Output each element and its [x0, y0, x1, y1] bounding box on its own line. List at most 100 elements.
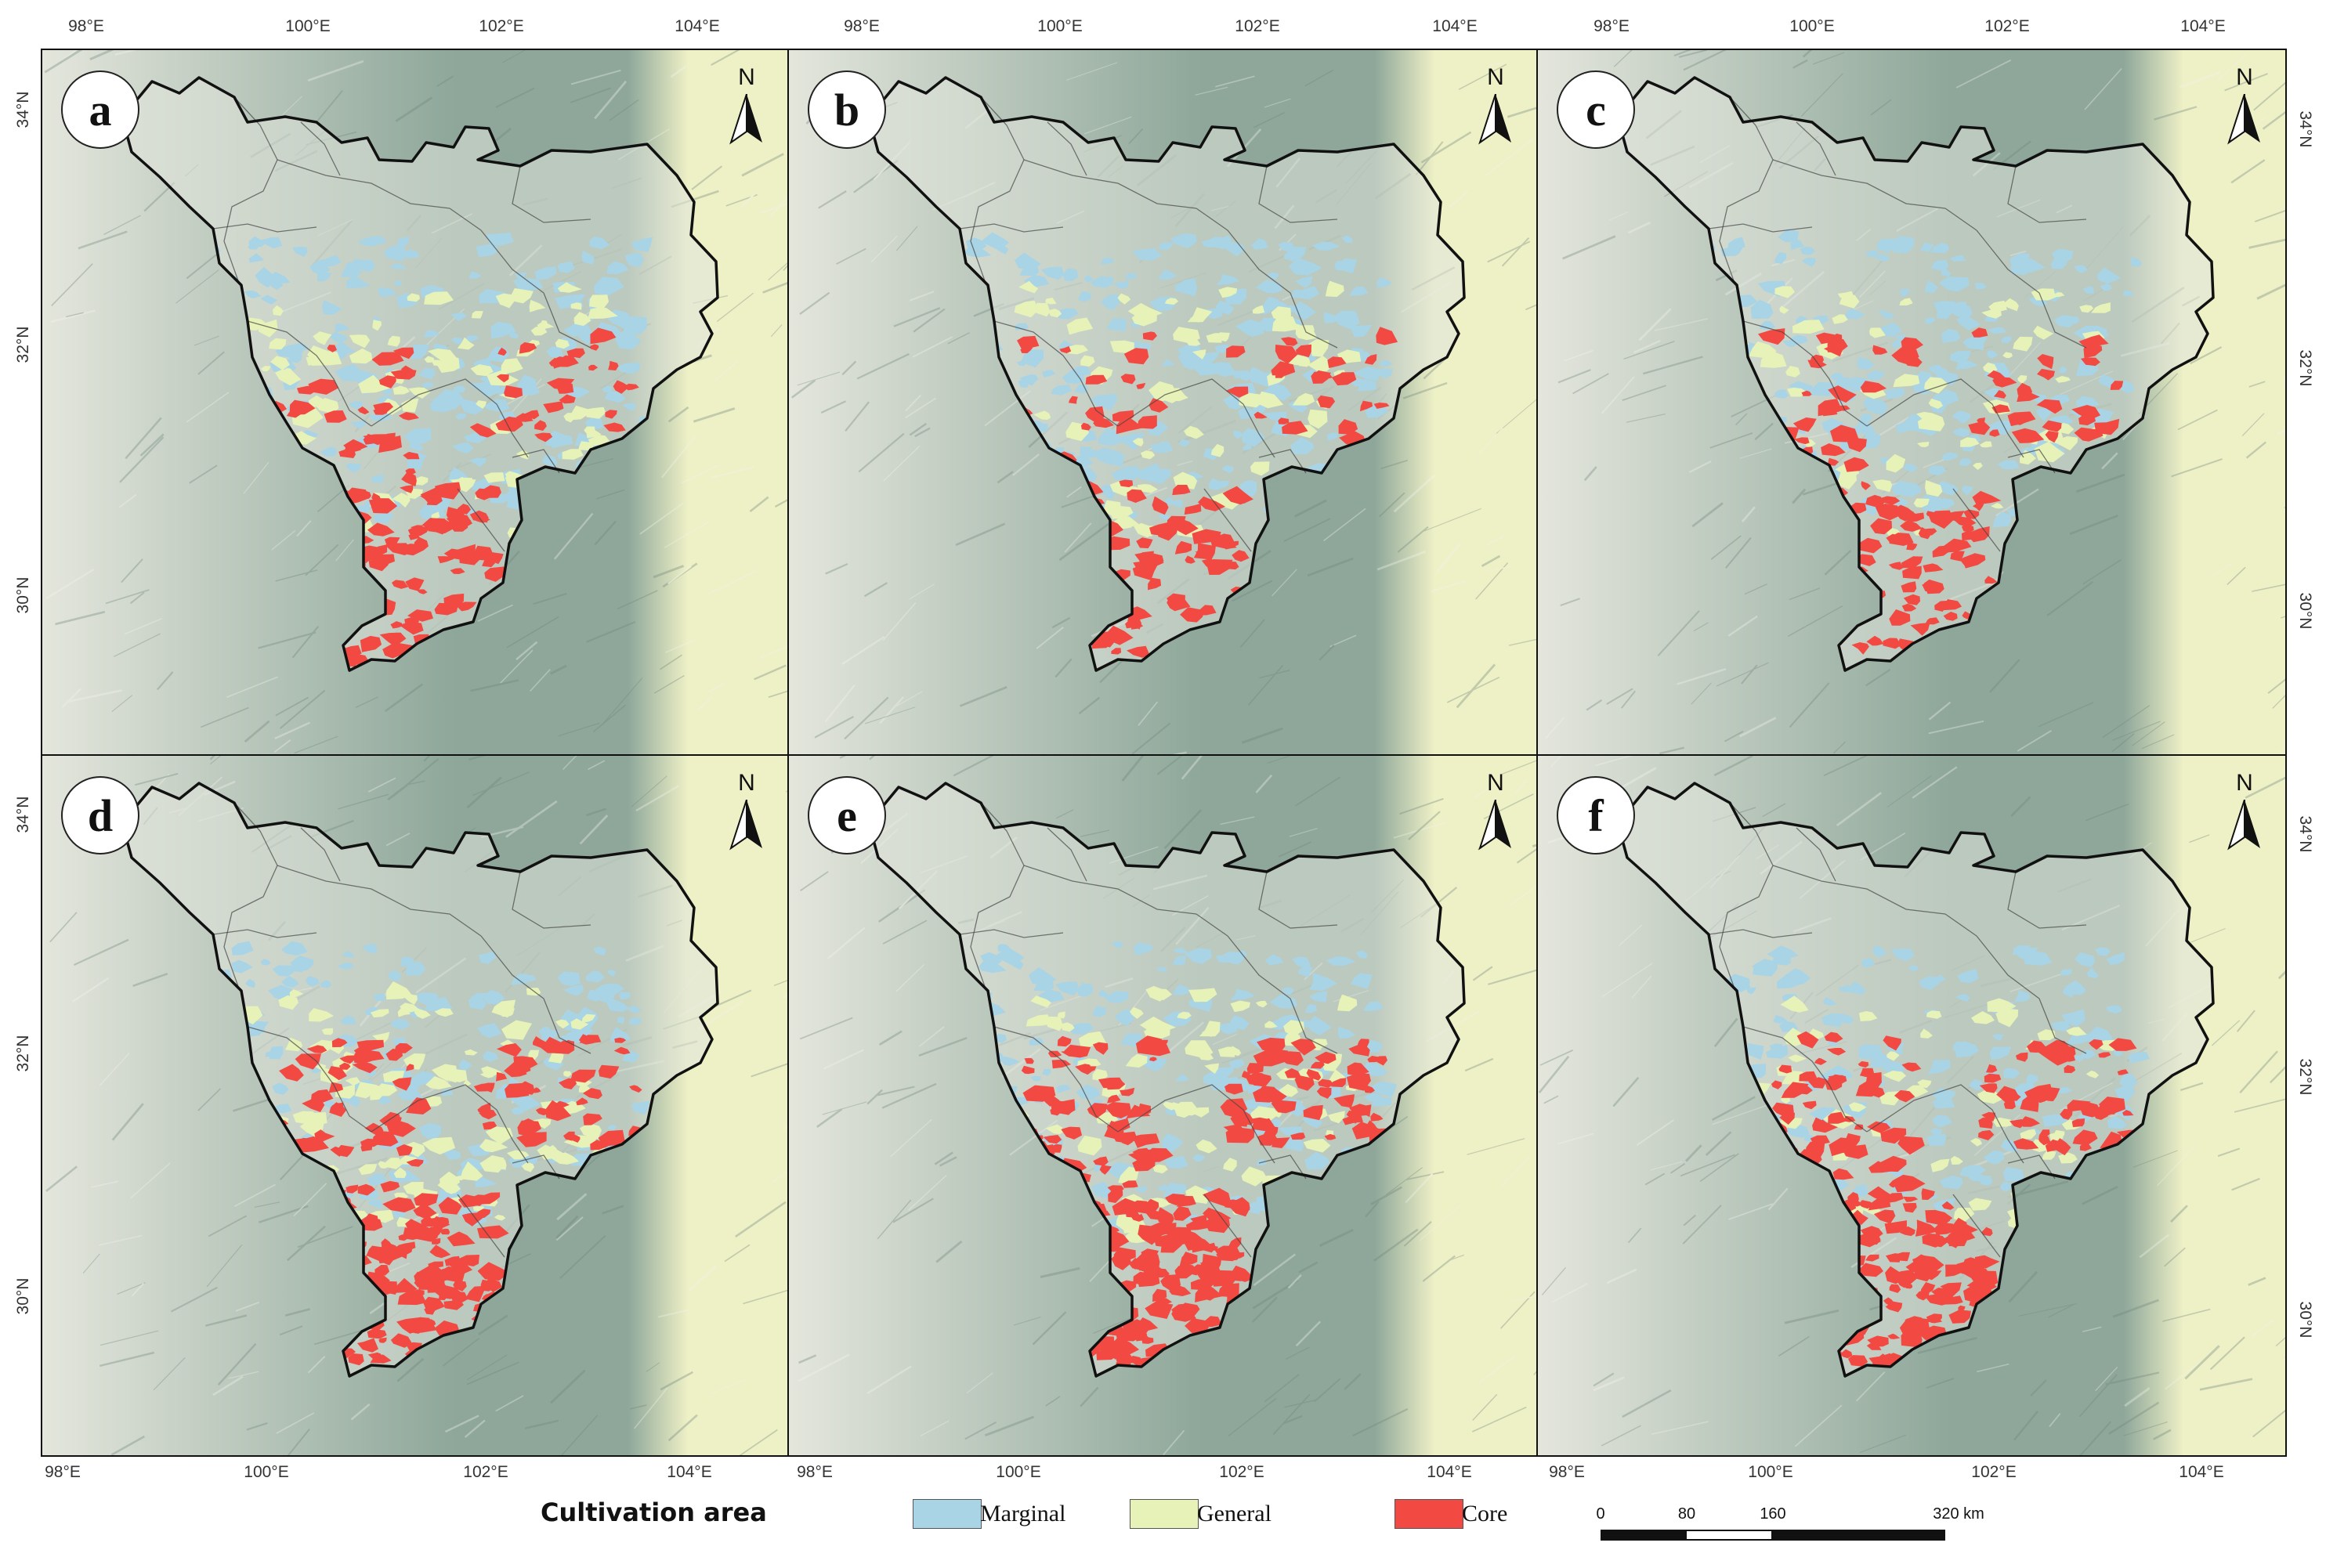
cultivation-patch	[555, 294, 586, 309]
cultivation-patch	[1858, 1060, 1869, 1068]
cultivation-patch	[1939, 1175, 1963, 1190]
cultivation-patch	[260, 959, 271, 966]
right-tick-30n: 30°N	[2296, 592, 2314, 630]
cultivation-patch	[1747, 1042, 1764, 1060]
cultivation-patch	[496, 1043, 522, 1057]
cultivation-patch	[1293, 301, 1317, 320]
cultivation-patch	[2071, 1118, 2085, 1128]
cultivation-patch	[335, 365, 366, 381]
map-panel-f: f N	[1536, 754, 2287, 1457]
cultivation-patch	[1045, 298, 1057, 305]
cultivation-patch	[269, 271, 291, 285]
cultivation-patch	[1879, 496, 1901, 505]
cultivation-patch	[1984, 1150, 2005, 1164]
cultivation-patch	[2103, 1107, 2117, 1115]
cultivation-patch	[1801, 390, 1812, 396]
cultivation-patch	[352, 1061, 378, 1074]
cultivation-patch	[1350, 324, 1373, 338]
cultivation-patch	[476, 244, 498, 258]
cultivation-patch	[2096, 267, 2122, 284]
cultivation-patch	[1172, 984, 1192, 995]
cultivation-patch	[1915, 1219, 1939, 1237]
cultivation-patch	[1325, 280, 1344, 298]
cultivation-patch	[421, 1214, 439, 1227]
cultivation-patch	[590, 344, 599, 351]
cultivation-patch	[1351, 973, 1373, 989]
cultivation-patch	[345, 1077, 360, 1086]
map-panel-e: e N	[787, 754, 1538, 1457]
cultivation-patch	[356, 1039, 385, 1053]
cultivation-patch	[1818, 1119, 1829, 1131]
cultivation-patch	[1201, 240, 1216, 248]
cultivation-patch	[1170, 233, 1197, 249]
cultivation-patch	[2036, 399, 2063, 414]
cultivation-patch	[451, 443, 474, 454]
cultivation-patch	[1845, 308, 1865, 320]
cultivation-patch	[357, 236, 385, 247]
cultivation-patch	[1921, 1188, 1935, 1200]
cultivation-patch	[1749, 341, 1777, 359]
cultivation-patch	[1196, 1139, 1217, 1154]
cultivation-patch	[1315, 1051, 1337, 1064]
panel-label-b: b	[808, 70, 886, 149]
cultivation-patch	[1999, 1181, 2013, 1192]
cultivation-patch	[1174, 1101, 1199, 1118]
cultivation-patch	[585, 970, 605, 983]
cultivation-patch	[339, 1055, 357, 1064]
cultivation-patch	[2037, 1029, 2056, 1041]
cultivation-patch	[410, 525, 423, 530]
study-area	[869, 78, 1464, 670]
north-arrow: N	[723, 64, 770, 158]
cultivation-patch	[477, 1209, 491, 1218]
cultivation-patch	[1272, 1137, 1290, 1148]
cultivation-patch	[1142, 331, 1157, 341]
cultivation-patch	[507, 1094, 541, 1112]
cultivation-patch	[1203, 1187, 1231, 1208]
cultivation-patch	[289, 989, 304, 998]
cultivation-patch	[1862, 397, 1888, 416]
cultivation-patch	[1030, 995, 1051, 1008]
cultivation-patch	[357, 406, 370, 415]
cultivation-patch	[1769, 1043, 1785, 1053]
cultivation-patch	[2106, 1005, 2123, 1014]
cultivation-patch	[406, 1158, 424, 1167]
cultivation-patch	[1930, 243, 1949, 254]
cultivation-patch	[1184, 948, 1212, 964]
cultivation-patch	[305, 1136, 324, 1146]
cultivation-patch	[1255, 1000, 1268, 1008]
study-area	[1618, 783, 2213, 1376]
cultivation-patch	[1271, 361, 1296, 376]
cultivation-patch	[1864, 1085, 1885, 1098]
cultivation-patch	[1956, 315, 1981, 331]
cultivation-patch	[447, 1256, 473, 1274]
cultivation-patch	[1771, 1080, 1782, 1089]
cultivation-patch	[475, 488, 495, 500]
cultivation-patch	[1241, 1166, 1267, 1187]
map-panel-b: b N	[787, 49, 1538, 757]
cultivation-patch	[1264, 954, 1284, 966]
cultivation-patch	[390, 262, 407, 269]
cultivation-patch	[463, 1079, 472, 1086]
cultivation-patch	[557, 971, 581, 986]
cultivation-patch	[617, 1017, 624, 1024]
cultivation-patch	[1980, 441, 1992, 448]
cultivation-patch	[1093, 416, 1114, 428]
cultivation-patch	[320, 980, 332, 988]
cultivation-patch	[1126, 273, 1138, 280]
cultivation-patch	[1848, 1355, 1868, 1367]
cultivation-patch	[1269, 994, 1297, 1009]
cultivation-patch	[1899, 1226, 1915, 1237]
cultivation-patch	[1101, 257, 1114, 265]
cultivation-patch	[1970, 1138, 1983, 1147]
cultivation-patch	[1876, 238, 1895, 254]
cultivation-patch	[406, 1097, 432, 1115]
cultivation-patch	[1167, 593, 1185, 609]
cultivation-patch	[1163, 1101, 1177, 1111]
cultivation-patch	[1792, 320, 1825, 334]
cultivation-patch	[510, 288, 534, 304]
cultivation-patch	[1173, 1205, 1192, 1221]
cultivation-patch	[563, 1071, 572, 1078]
cultivation-patch	[378, 1161, 390, 1169]
cultivation-patch	[1857, 356, 1875, 370]
cultivation-patch	[1785, 366, 1800, 378]
